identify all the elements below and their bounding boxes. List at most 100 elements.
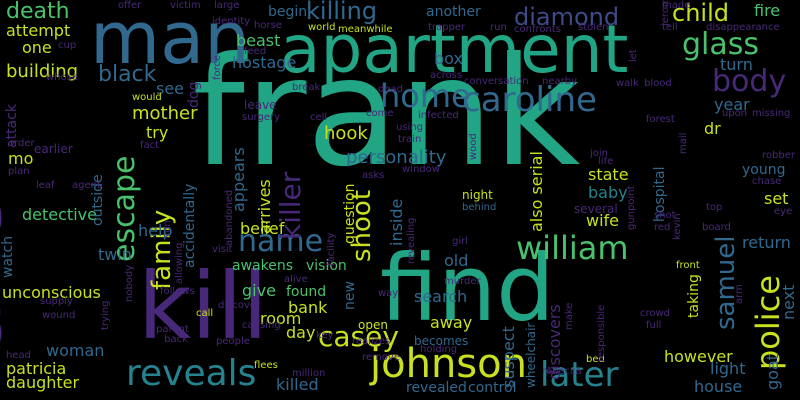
word-mo: mo xyxy=(8,148,34,168)
word-death: death xyxy=(6,0,70,25)
word-life: life xyxy=(598,155,614,167)
word-house: house xyxy=(694,376,743,396)
word-upon: upon xyxy=(722,107,748,119)
word-cup: cup xyxy=(58,39,77,51)
word-reveals: reveals xyxy=(126,352,257,394)
word-way: way xyxy=(378,287,399,299)
word-search: search xyxy=(414,286,468,306)
word-make: make xyxy=(563,302,575,330)
word-earlier: earlier xyxy=(34,141,73,156)
word-goat: goat xyxy=(762,353,782,390)
word-facility: facility xyxy=(325,232,337,266)
word-man: man xyxy=(90,0,250,80)
word-run: run xyxy=(490,21,507,33)
word-using: using xyxy=(396,121,424,133)
word-trying: trying xyxy=(99,300,111,330)
word-turn: turn xyxy=(720,54,753,74)
word-conversation: conversation xyxy=(464,75,529,87)
word-awakens: awakens xyxy=(232,257,293,274)
word-identity: identity xyxy=(212,15,251,27)
word-flees: flees xyxy=(254,359,278,371)
word-confronts: confronts xyxy=(514,23,561,35)
word-murder: murder xyxy=(444,275,481,287)
word-several: several xyxy=(574,201,618,216)
word-night: night xyxy=(462,187,493,202)
word-let: let xyxy=(627,49,639,62)
word-room: room xyxy=(260,308,302,328)
word-join: join xyxy=(590,147,609,159)
word-killed: killed xyxy=(276,374,319,394)
word-help: help xyxy=(138,220,173,240)
word-william: william xyxy=(516,228,629,267)
word-mother: mother xyxy=(132,102,198,124)
word-kevin: kevin xyxy=(671,213,683,240)
word-world: world xyxy=(308,21,336,33)
word-train: train xyxy=(398,133,422,145)
word-stolen: stolen xyxy=(578,21,609,33)
word-kill: kill xyxy=(138,252,268,360)
word-across: across xyxy=(430,69,463,81)
word-large: large xyxy=(214,0,240,11)
word-wood: wood xyxy=(467,133,479,160)
word-key: key xyxy=(316,329,334,341)
word-baby: baby xyxy=(588,182,628,202)
word-eye: eye xyxy=(774,205,793,217)
word-diamond: diamond xyxy=(514,3,620,32)
word-holding: holding xyxy=(420,343,458,355)
word-leave: leave xyxy=(244,97,277,112)
word-agent: agent xyxy=(72,179,101,191)
word-set: set xyxy=(764,188,789,208)
word-state: state xyxy=(588,164,629,184)
word-attempt: attempt xyxy=(6,20,71,40)
word-call: call xyxy=(196,307,214,319)
word-later: later xyxy=(540,354,619,395)
word-cell: cell xyxy=(310,111,328,123)
word-question: question xyxy=(341,183,358,244)
word-daughter: daughter xyxy=(6,372,80,392)
word-dead: dead xyxy=(378,83,403,95)
word-body: body xyxy=(712,63,787,99)
word-realizes: realizes xyxy=(352,335,391,347)
word-vision: vision xyxy=(306,257,347,274)
word-dr: dr xyxy=(704,118,721,138)
word-however: however xyxy=(664,346,733,366)
word-caroline: caroline xyxy=(462,79,597,120)
word-allowing: allowing xyxy=(173,242,185,284)
word-inside: inside xyxy=(386,198,406,246)
word-crowd: crowd xyxy=(640,307,671,319)
word-beast: beast xyxy=(236,30,281,50)
word-fire: fire xyxy=(754,0,781,20)
word-horse: horse xyxy=(254,19,282,31)
word-gunpoint: gunpoint xyxy=(625,185,637,230)
word-box: box xyxy=(434,48,463,68)
word-surgery: surgery xyxy=(242,111,281,123)
word-glass: glass xyxy=(682,26,760,62)
word-top: top xyxy=(706,201,723,213)
word-tell: tell xyxy=(662,21,678,33)
word-woman: woman xyxy=(46,340,105,360)
word-casey: casey xyxy=(318,320,399,354)
word-detective: detective xyxy=(22,204,97,224)
word-return: return xyxy=(742,232,791,252)
word-bed: bed xyxy=(586,353,605,365)
word-give: give xyxy=(242,280,276,300)
word-johnson: johnson xyxy=(370,341,527,387)
word-watch: watch xyxy=(0,235,16,278)
word-belief: belief xyxy=(240,218,285,238)
word-see: see xyxy=(156,78,185,98)
word-supply: supply xyxy=(40,295,73,307)
word-chase: chase xyxy=(752,175,782,187)
word-revealing: revealing xyxy=(405,217,417,264)
word-hook: hook xyxy=(324,122,368,144)
word-arm: arm xyxy=(733,284,745,304)
word-shot: shot xyxy=(654,209,676,221)
word-taking: taking xyxy=(685,274,702,318)
word-parent: parent xyxy=(156,323,189,335)
word-wheelchair: wheelchair xyxy=(523,322,538,388)
word-meanwhile: meanwhile xyxy=(338,23,393,35)
word-found: found xyxy=(286,283,327,300)
word-full: full xyxy=(646,319,662,331)
word-revealed: revealed xyxy=(406,379,467,396)
word-head: head xyxy=(6,349,31,361)
word-away: away xyxy=(430,312,473,332)
